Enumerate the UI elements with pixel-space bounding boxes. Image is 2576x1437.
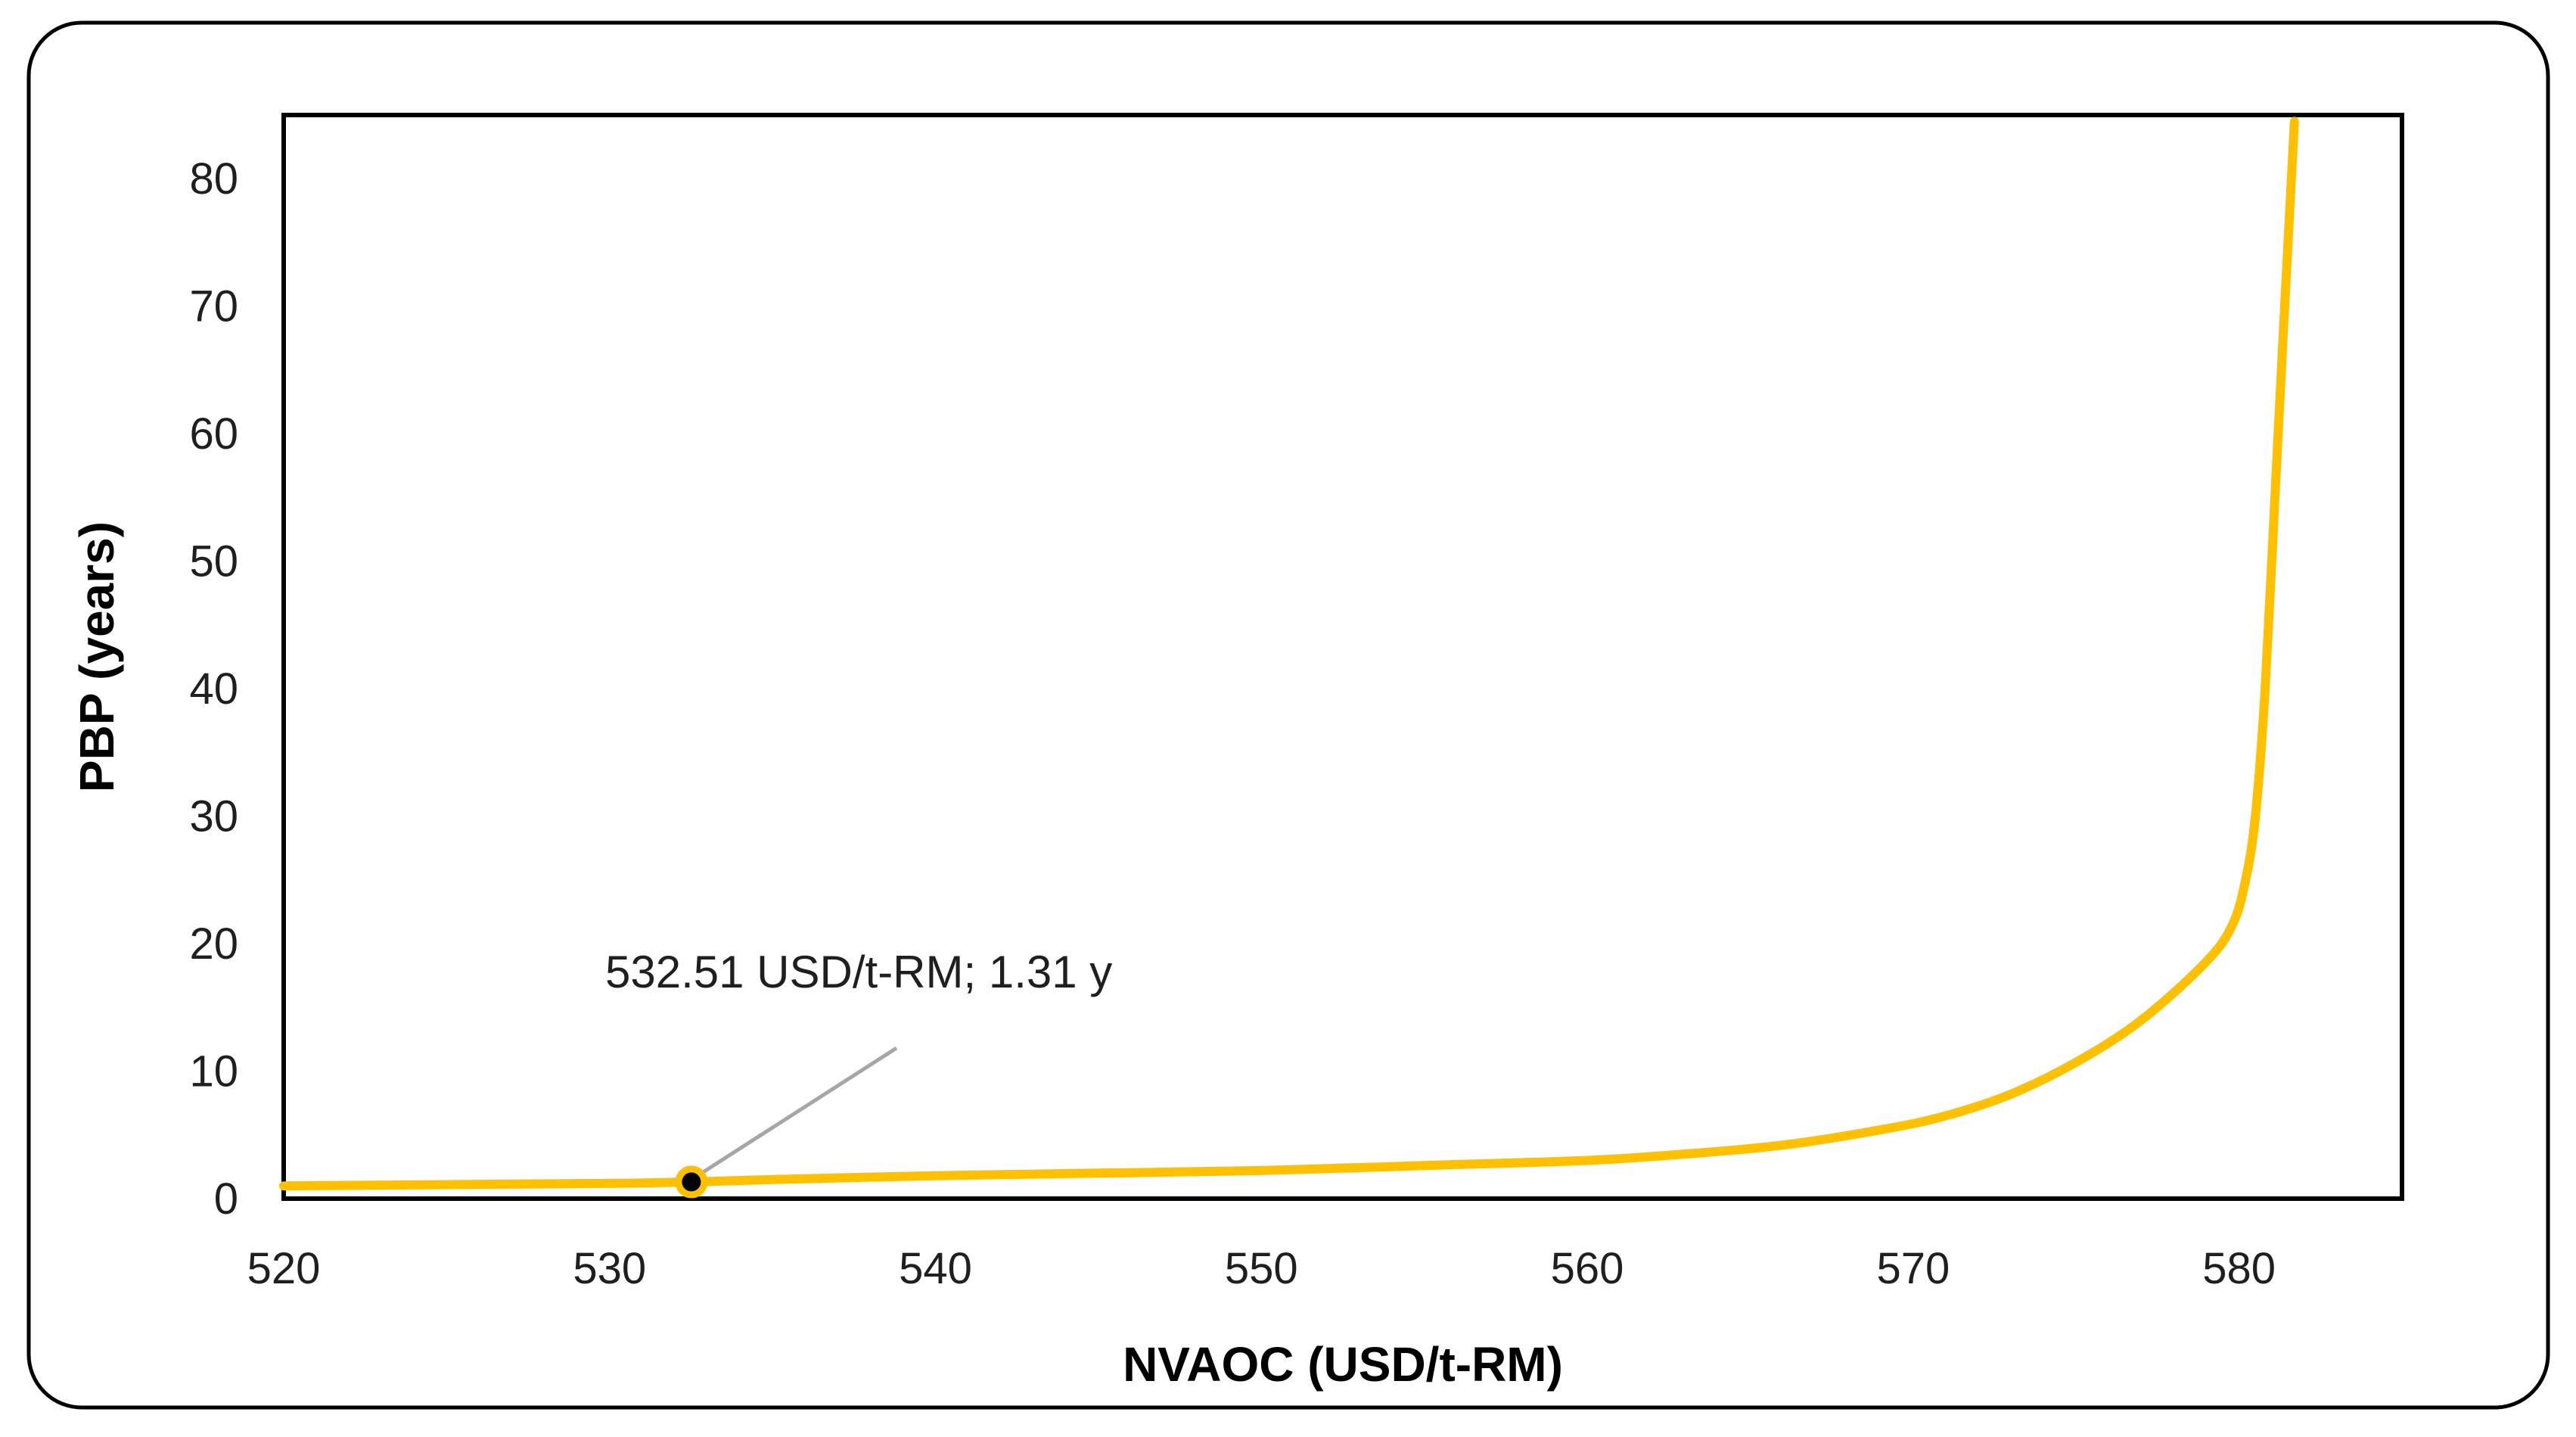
x-tick-label: 580 [2202, 1244, 2276, 1293]
x-tick-label: 560 [1551, 1244, 1624, 1293]
y-tick-label: 0 [214, 1174, 238, 1224]
series-line [279, 117, 2299, 1191]
y-tick-label: 40 [189, 664, 238, 714]
y-tick-label: 10 [189, 1047, 238, 1096]
x-axis-ticks: 520 530 540 550 560 570 580 [247, 1244, 2276, 1293]
y-tick-label: 20 [189, 919, 238, 969]
y-axis-ticks: 0 10 20 30 40 50 60 70 80 [189, 154, 238, 1224]
x-tick-label: 570 [1876, 1244, 1950, 1293]
x-axis-title: NVAOC (USD/t-RM) [1123, 1337, 1563, 1392]
y-axis-title: PBP (years) [70, 521, 124, 792]
x-tick-label: 520 [247, 1244, 321, 1293]
highlight-point [675, 1165, 708, 1199]
y-tick-label: 80 [189, 154, 238, 204]
annotation-label: 532.51 USD/t-RM; 1.31 y [605, 947, 1112, 997]
x-tick-label: 540 [899, 1244, 972, 1293]
y-tick-label: 50 [189, 537, 238, 586]
y-tick-label: 60 [189, 409, 238, 459]
x-tick-label: 530 [573, 1244, 646, 1293]
plot-area [281, 113, 2404, 1201]
y-tick-label: 70 [189, 282, 238, 331]
y-tick-label: 30 [189, 792, 238, 841]
annotation-leader-line [701, 1046, 898, 1175]
x-tick-label: 550 [1225, 1244, 1298, 1293]
